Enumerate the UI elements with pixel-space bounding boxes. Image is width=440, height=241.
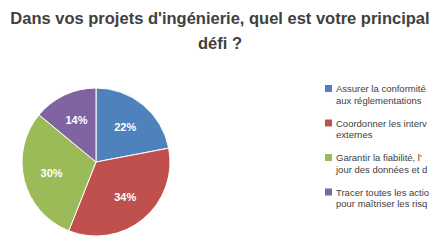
legend-label: Coordonner les intervexternes <box>336 118 427 141</box>
legend-label: Assurer la conformitéaux réglementations <box>336 83 426 106</box>
legend-label: Tracer toutes les actiopour maîtriser le… <box>336 187 429 210</box>
title: Dans vos projets d'ingénierie, quel est … <box>10 9 429 52</box>
legend-swatch <box>325 154 332 161</box>
legend-swatch <box>325 85 332 92</box>
chart: Dans vos projets d'ingénierie, quel est … <box>0 0 440 241</box>
legend: Assurer la conformitéaux réglementations… <box>325 83 429 209</box>
legend-label: Garantir la fiabilité, l'jour des donnée… <box>335 152 427 175</box>
data-labels: 22% 34% 30% 14% <box>41 114 137 203</box>
data-label: 22% <box>114 121 136 133</box>
legend-swatch <box>325 189 332 196</box>
data-label: 34% <box>114 191 136 203</box>
legend-swatch <box>325 120 332 127</box>
pie <box>22 88 170 236</box>
slice <box>39 88 96 162</box>
data-label: 30% <box>41 167 63 179</box>
data-label: 14% <box>65 114 87 126</box>
